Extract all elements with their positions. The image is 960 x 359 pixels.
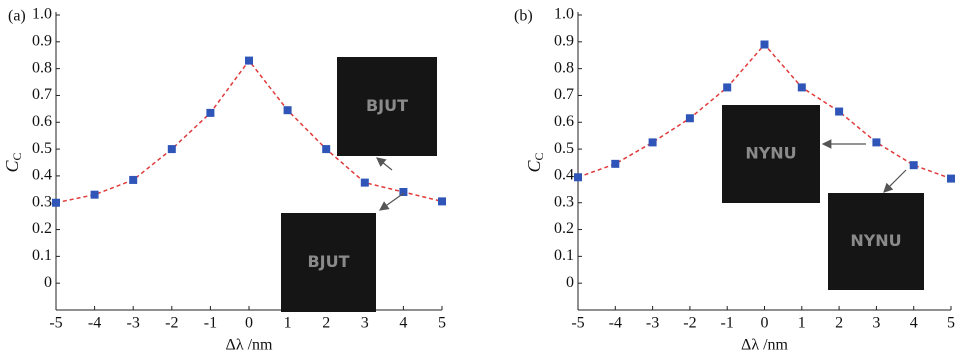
data-point (322, 145, 330, 153)
x-tick-label: -5 (571, 315, 584, 332)
y-tick-label: 0.6 (554, 113, 574, 130)
data-point (910, 161, 918, 169)
y-tick-label: 0.7 (554, 86, 574, 103)
y-axis-label-sub: C (10, 152, 24, 160)
x-tick-label: -4 (88, 315, 101, 332)
x-tick-label: -3 (127, 315, 140, 332)
y-tick-label: 1.0 (554, 6, 574, 23)
data-point (438, 197, 446, 205)
inset-text: BJUT (366, 96, 408, 115)
y-tick-label: 0.9 (554, 32, 574, 49)
inset-text: NYNU (745, 144, 796, 163)
x-tick-label: 3 (872, 315, 880, 332)
y-tick-label: 0.2 (32, 220, 52, 237)
x-tick-label: -1 (204, 315, 217, 332)
y-tick-label: 0 (44, 274, 52, 291)
y-tick-label: 0.5 (32, 140, 52, 157)
x-tick-label: 2 (322, 315, 330, 332)
y-tick-label: 0.8 (32, 59, 52, 76)
x-tick-label: 0 (245, 315, 253, 332)
y-axis-label: CC (2, 152, 24, 172)
data-point (245, 57, 253, 65)
x-tick-label: 5 (438, 315, 446, 332)
x-tick-label: 4 (399, 315, 407, 332)
data-point (284, 106, 292, 114)
data-point (686, 114, 694, 122)
y-tick-label: 0.4 (32, 167, 52, 184)
y-tick-label: 0.8 (554, 59, 574, 76)
x-tick-label: -2 (165, 315, 178, 332)
x-tick-label: 0 (761, 315, 769, 332)
x-tick-label: 3 (361, 315, 369, 332)
data-point (761, 41, 769, 49)
data-point (649, 138, 657, 146)
data-point (574, 173, 582, 181)
y-tick-label: 0.5 (554, 140, 574, 157)
y-tick-label: 1.0 (32, 6, 52, 23)
data-point (206, 109, 214, 117)
data-point (361, 179, 369, 187)
data-point (91, 191, 99, 199)
y-tick-label: 0.9 (32, 32, 52, 49)
x-tick-label: -5 (49, 315, 62, 332)
y-tick-label: 0.2 (554, 220, 574, 237)
x-tick-label: -3 (646, 315, 659, 332)
y-tick-label: 0 (566, 274, 574, 291)
y-tick-label: 0.1 (554, 247, 574, 264)
x-axis-label: Δλ /nm (741, 337, 788, 354)
y-tick-label: 0.3 (32, 193, 52, 210)
y-tick-label: 0.7 (32, 86, 52, 103)
data-point (798, 83, 806, 91)
data-point (947, 175, 955, 183)
inset-text: BJUT (307, 252, 349, 271)
x-tick-label: 5 (947, 315, 955, 332)
y-tick-label: 0.3 (554, 193, 574, 210)
x-tick-label: -4 (609, 315, 622, 332)
data-point (168, 145, 176, 153)
x-axis-label: Δλ /nm (226, 337, 273, 354)
y-tick-label: 0.4 (554, 167, 574, 184)
data-point (611, 160, 619, 168)
inset-text: NYNU (850, 231, 901, 250)
data-point (723, 83, 731, 91)
x-tick-label: -2 (683, 315, 696, 332)
x-tick-label: 1 (798, 315, 806, 332)
x-tick-label: 2 (835, 315, 843, 332)
arrow (377, 158, 392, 170)
y-axis-label: CC (524, 152, 546, 172)
data-point (52, 199, 60, 207)
arrow (380, 193, 404, 210)
arrow (884, 170, 906, 192)
y-tick-label: 0.1 (32, 247, 52, 264)
panel-label: (a) (8, 8, 26, 25)
data-point (129, 176, 137, 184)
data-point (835, 108, 843, 116)
y-axis-label-sub: C (532, 152, 546, 160)
y-tick-label: 0.6 (32, 113, 52, 130)
x-tick-label: 4 (910, 315, 918, 332)
figure: 0 0.1 0.2 0.3 0.4 0.5 0.6 0.7 0.8 0.9 1.0 -5 -4 -3 -2 -… (0, 0, 960, 359)
panel-label: (b) (514, 8, 533, 25)
x-tick-label: 1 (284, 315, 292, 332)
x-tick-label: -1 (721, 315, 734, 332)
data-point (872, 138, 880, 146)
